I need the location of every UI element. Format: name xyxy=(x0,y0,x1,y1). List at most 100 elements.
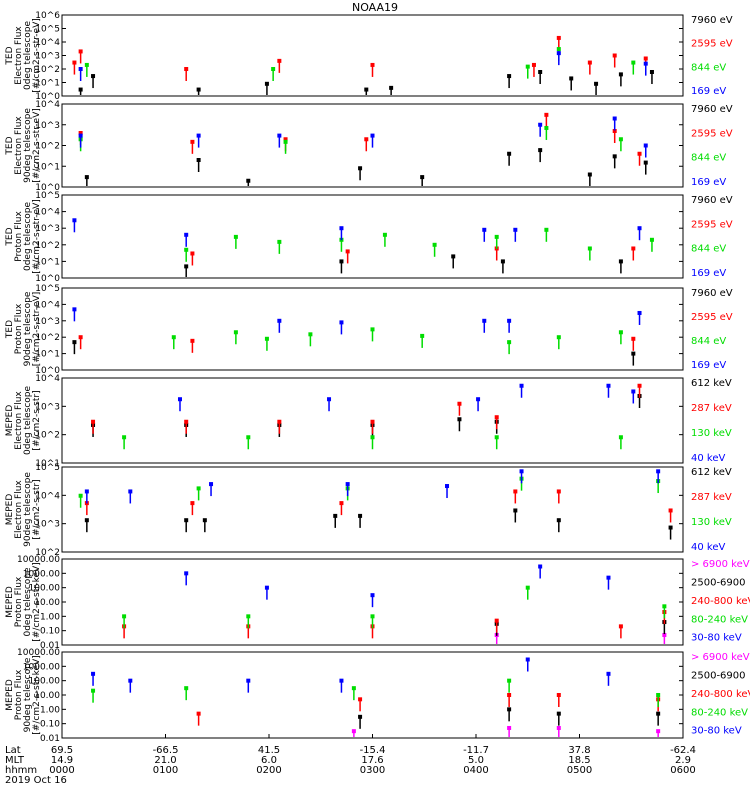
data-point xyxy=(507,693,512,697)
axis-row-label-lat: Lat xyxy=(5,745,21,756)
data-point xyxy=(494,415,499,420)
data-point xyxy=(544,112,549,117)
data-point xyxy=(264,585,269,590)
data-point xyxy=(656,711,661,716)
data-point xyxy=(184,686,189,691)
data-point xyxy=(246,435,251,440)
y-axis-label-line: 0deg telescope xyxy=(23,202,33,272)
data-point xyxy=(246,178,251,183)
data-point xyxy=(631,389,636,394)
y-tick-label: 1000.00 xyxy=(23,569,60,579)
panel-frame xyxy=(61,287,684,371)
y-axis-label-line: MEPED xyxy=(5,494,15,526)
y-tick-label: 10^2 xyxy=(35,241,60,251)
legend-entry: 7960 eV xyxy=(691,288,733,299)
y-axis-label-line: [#/cm2-s-str-eV] xyxy=(32,199,42,274)
legend-entry: 40 keV xyxy=(691,453,725,464)
data-point xyxy=(507,340,512,345)
panel-frame xyxy=(61,377,684,464)
data-point xyxy=(184,264,189,269)
legend-entry: 844 eV xyxy=(691,153,726,164)
data-point xyxy=(84,489,89,494)
y-tick-label: 10^0 xyxy=(35,92,60,102)
legend-entry: 240-800 keV xyxy=(691,596,750,607)
y-axis-label-line: [#/cm2-s-str-keV] xyxy=(32,562,42,641)
data-point xyxy=(631,60,636,65)
data-point xyxy=(606,383,611,388)
date-label: 2019 Oct 16 xyxy=(5,775,67,786)
lat-value: -15.4 xyxy=(360,745,386,756)
hhmm-value: 0100 xyxy=(153,765,178,776)
data-point xyxy=(351,686,356,691)
y-tick-label: 10^0 xyxy=(35,366,60,376)
data-point xyxy=(649,237,654,242)
data-point xyxy=(643,143,648,148)
mlt-value: 5.0 xyxy=(468,755,484,766)
panel-frame xyxy=(61,651,684,739)
y-tick-label: 1.00 xyxy=(40,612,60,622)
data-point xyxy=(618,435,623,440)
y-tick-label: 10^3 xyxy=(35,121,60,131)
mlt-value: 2.9 xyxy=(675,755,691,766)
y-axis-label-line: 0deg telescope xyxy=(23,567,33,637)
data-point xyxy=(370,593,375,598)
data-point xyxy=(513,489,518,494)
data-point xyxy=(364,87,369,92)
data-point xyxy=(277,419,282,424)
data-point xyxy=(72,307,77,312)
data-point xyxy=(618,330,623,335)
data-point xyxy=(171,335,176,340)
data-point xyxy=(351,729,356,734)
data-point xyxy=(507,318,512,323)
data-point xyxy=(507,678,512,683)
y-axis-label-line: 90deg telescope xyxy=(23,108,33,183)
data-point xyxy=(606,575,611,580)
y-axis-label-line: TED xyxy=(5,227,15,246)
y-axis-label-line: [#/cm2-s-str-eV] xyxy=(32,18,42,93)
y-axis-label-line: 90deg telescope xyxy=(23,291,33,366)
mlt-value: 14.9 xyxy=(51,755,73,766)
data-point xyxy=(233,234,238,239)
mlt-value: 6.0 xyxy=(261,755,277,766)
y-tick-label: 100.00 xyxy=(29,584,61,594)
data-point xyxy=(612,116,617,121)
legend-entry: 169 eV xyxy=(691,177,726,188)
data-point xyxy=(196,133,201,138)
data-point xyxy=(122,614,127,619)
y-axis-label-line: Proton Flux xyxy=(14,303,24,354)
panel-6: 10^2 10^3 10^4 10^5 MEPED Electron Flux 90deg … xyxy=(5,463,732,558)
data-point xyxy=(370,435,375,440)
hhmm-value: 0200 xyxy=(256,765,281,776)
data-point xyxy=(637,226,642,231)
y-tick-label: 10^2 xyxy=(35,548,60,558)
data-point xyxy=(190,139,195,144)
data-point xyxy=(91,688,96,693)
axis-row-label-hhmm: hhmm xyxy=(5,765,37,776)
y-tick-label: 10000.00 xyxy=(17,555,60,565)
legend-entry: 844 eV xyxy=(691,336,726,347)
legend-entry: 7960 eV xyxy=(691,15,733,26)
panel-2: 10^0 10^1 10^2 10^3 10^4 TED Electron Flux 90de… xyxy=(5,100,733,193)
data-point xyxy=(538,69,543,74)
y-tick-label: 10^3 xyxy=(35,52,60,62)
data-point xyxy=(345,482,350,487)
data-point xyxy=(264,81,269,86)
y-axis-label-line: [#/cm2-s-str-keV] xyxy=(32,655,42,734)
data-point xyxy=(569,76,574,81)
data-point xyxy=(78,335,83,340)
panel-frame xyxy=(61,466,684,553)
data-point xyxy=(612,154,617,159)
legend-entry: 130 keV xyxy=(691,428,732,439)
data-point xyxy=(370,614,375,619)
legend-entry: > 6900 keV xyxy=(691,652,750,663)
data-point xyxy=(128,489,133,494)
data-point xyxy=(494,618,499,623)
legend-entry: 80-240 keV xyxy=(691,614,748,625)
hhmm-value: 0300 xyxy=(360,765,385,776)
legend-entry: 287 keV xyxy=(691,403,732,414)
lat-value: 37.8 xyxy=(568,745,590,756)
y-tick-label: 1000.00 xyxy=(23,662,60,672)
data-point xyxy=(519,469,524,474)
data-point xyxy=(277,58,282,63)
